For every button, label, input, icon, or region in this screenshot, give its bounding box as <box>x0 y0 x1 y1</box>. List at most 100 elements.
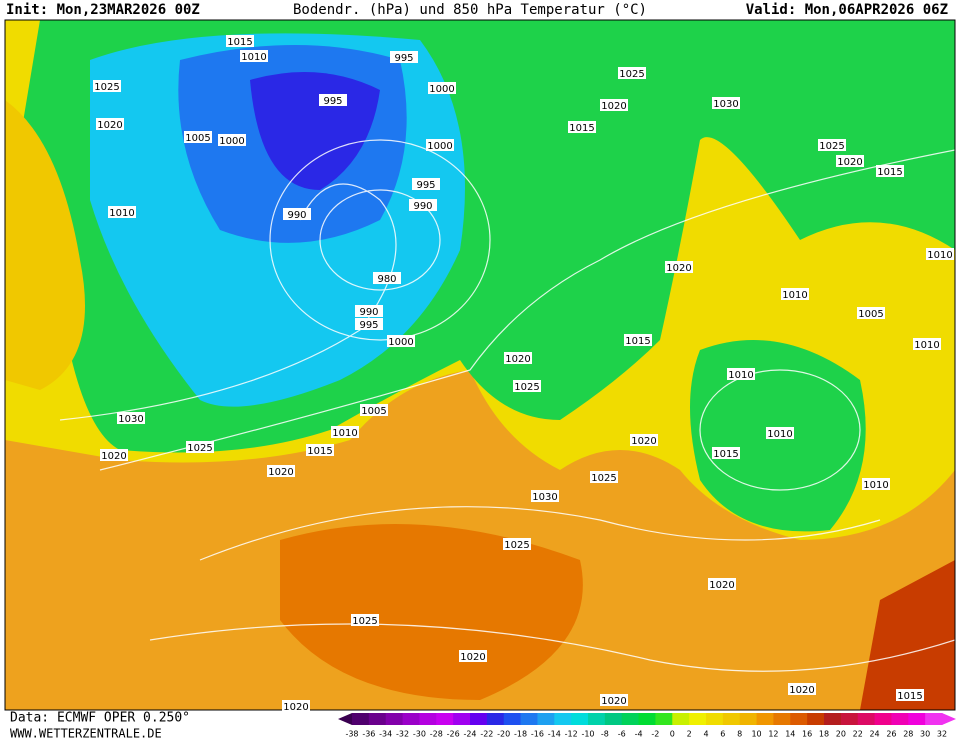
isobar-label-box <box>600 99 628 111</box>
isobar-label-box <box>926 248 954 260</box>
scale-tick-label: 20 <box>836 730 846 739</box>
isobar-label-box <box>618 67 646 79</box>
isobar-label-box <box>108 206 136 218</box>
isobar-label-box <box>355 318 383 330</box>
isobar-label-box <box>876 165 904 177</box>
isobar-label-box <box>708 578 736 590</box>
isobar-label: 1010 <box>927 250 952 261</box>
scale-swatch <box>891 713 909 725</box>
isobar-label-box <box>781 288 809 300</box>
scale-tick-label: -18 <box>514 730 527 739</box>
scale-swatch <box>706 713 724 725</box>
scale-swatch <box>722 713 741 725</box>
isobar-label: 1025 <box>94 82 119 93</box>
isobar-label-box <box>412 178 440 190</box>
scale-tick-label: -20 <box>497 730 510 739</box>
isobar-label-box <box>184 131 212 143</box>
color-scale: -38 -36 -34 -32 -30 -28 -26 -24 -22 -20 -18 -16 -14-… <box>338 713 956 739</box>
isobar-label: 1020 <box>837 157 862 168</box>
scale-swatch <box>840 713 859 725</box>
scale-swatch <box>604 713 623 725</box>
scale-tick-label: 6 <box>720 730 725 739</box>
scale-tick-label: 10 <box>751 730 761 739</box>
scale-tick-label: 12 <box>768 730 778 739</box>
isobar-label: 1020 <box>283 702 308 713</box>
isobar-label: 1015 <box>307 446 332 457</box>
isobar-label-box <box>226 35 254 47</box>
isobar-label-box <box>360 404 388 416</box>
scale-tick-label: -38 <box>345 730 358 739</box>
isobar-label: 1010 <box>767 429 792 440</box>
scale-swatch <box>470 713 488 725</box>
isobar-label: 1025 <box>504 540 529 551</box>
init-time: Init: Mon,23MAR2026 00Z <box>6 2 200 18</box>
isobar-label: 1005 <box>185 133 210 144</box>
isobar-label-box <box>568 121 596 133</box>
isobar-label: 995 <box>323 96 342 107</box>
scale-tick-label: 8 <box>737 730 742 739</box>
isobar-label: 1010 <box>109 208 134 219</box>
scale-tick-label: -28 <box>430 730 443 739</box>
scale-swatch <box>756 713 774 725</box>
isobar-label-box <box>426 139 454 151</box>
isobar-label-box <box>531 490 559 502</box>
scale-swatch <box>672 713 690 725</box>
map <box>4 19 956 711</box>
isobar-label-box <box>117 412 145 424</box>
isobar-label-box <box>896 689 924 701</box>
scale-swatch <box>436 713 454 725</box>
isobar-label-box <box>504 352 532 364</box>
scale-tick-label: -12 <box>565 730 578 739</box>
scale-tick-label: -34 <box>379 730 392 739</box>
scale-swatch <box>908 713 926 725</box>
isobar-label-box <box>624 334 652 346</box>
isobar-label: 1020 <box>97 120 122 131</box>
isobar-label: 1000 <box>388 337 413 348</box>
isobar-label: 1015 <box>227 37 252 48</box>
scale-tick-label: -30 <box>413 730 426 739</box>
valid-time: Valid: Mon,06APR2026 06Z <box>746 2 948 18</box>
isobar-label-box <box>590 471 618 483</box>
scale-tick-label: 28 <box>903 730 913 739</box>
isobar-label-box <box>503 538 531 550</box>
scale-swatch <box>402 713 420 725</box>
isobar-label: 990 <box>413 201 432 212</box>
isobar-label: 1020 <box>460 652 485 663</box>
isobar-label: 1010 <box>241 52 266 63</box>
scale-swatch <box>537 713 555 725</box>
scale-swatch <box>520 713 538 725</box>
isobar-label-box <box>836 155 864 167</box>
scale-tick-label: 2 <box>687 730 692 739</box>
map-title: Bodendr. (hPa) und 850 hPa Temperatur (°… <box>293 2 647 18</box>
isobar-label: 1030 <box>713 99 738 110</box>
isobar-label: 990 <box>359 307 378 318</box>
isobar-label: 1010 <box>863 480 888 491</box>
isobar-label-box <box>857 307 885 319</box>
scale-swatch <box>503 713 522 725</box>
isobar-label: 1020 <box>709 580 734 591</box>
isobar-label: 1025 <box>619 69 644 80</box>
isobar-label-box <box>513 380 541 392</box>
scale-swatch <box>588 713 606 725</box>
isobar-label-box <box>100 449 128 461</box>
isobar-label: 1020 <box>268 467 293 478</box>
isobar-label-box <box>712 97 740 109</box>
isobar-label-box <box>387 335 415 347</box>
isobar-label-box <box>319 94 347 106</box>
scale-tick-label: 32 <box>937 730 947 739</box>
isobar-label: 1000 <box>427 141 452 152</box>
isobar-label: 1020 <box>601 696 626 707</box>
isobar-label-box <box>428 82 456 94</box>
isobar-label-box <box>913 338 941 350</box>
isobar-label-box <box>373 272 401 284</box>
isobar-label: 1020 <box>505 354 530 365</box>
isobar-label-box <box>93 80 121 92</box>
isobar-label-box <box>390 51 418 63</box>
isobar-label: 1015 <box>625 336 650 347</box>
isobar-label: 1010 <box>332 428 357 439</box>
isobar-label: 1020 <box>601 101 626 112</box>
isobar-label-box <box>96 118 124 130</box>
map-field <box>5 20 955 710</box>
scale-tick-label: 18 <box>819 730 829 739</box>
